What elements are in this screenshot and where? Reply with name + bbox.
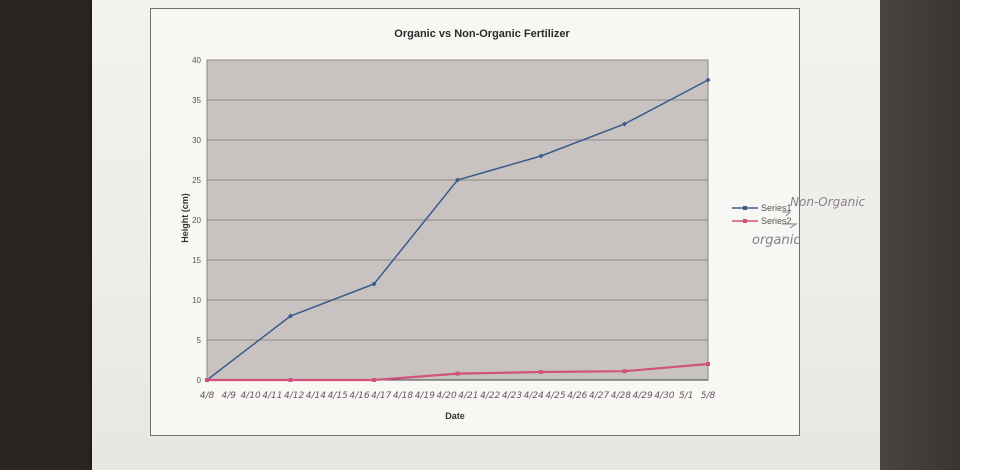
- margin-strip: [960, 0, 984, 470]
- x-tick-label: 4/12: [284, 391, 304, 401]
- x-tick-label: 4/25: [545, 391, 565, 401]
- x-tick-label: 4/11: [262, 391, 282, 401]
- handwritten-arrow: [782, 211, 792, 217]
- y-tick-label: 40: [192, 56, 201, 65]
- data-point: [622, 121, 627, 127]
- x-tick-label: 4/9: [222, 391, 237, 401]
- x-tick-label: 4/27: [589, 391, 609, 401]
- x-tick-label: 4/17: [371, 391, 391, 401]
- x-tick-label: 4/23: [502, 391, 522, 401]
- y-tick-label: 30: [192, 136, 201, 145]
- x-tick-label: 5/8: [701, 391, 716, 401]
- y-tick-label: 15: [192, 256, 201, 265]
- data-point: [288, 378, 293, 382]
- x-tick-label: 4/18: [393, 391, 413, 401]
- x-tick-label: 4/22: [480, 391, 500, 401]
- x-tick-label: 4/26: [567, 391, 587, 401]
- x-axis-label: Date: [445, 411, 465, 421]
- data-point: [455, 371, 460, 376]
- legend-marker: [743, 219, 747, 223]
- legend-label: Series1: [761, 203, 792, 213]
- x-tick-label: 4/10: [240, 391, 260, 401]
- legend-marker: [743, 206, 747, 210]
- handwritten-legend-note: Non-Organic: [790, 195, 866, 209]
- y-tick-label: 20: [192, 216, 201, 225]
- y-tick-label: 0: [197, 376, 202, 385]
- handwritten-arrow: [782, 223, 798, 229]
- data-point: [455, 177, 460, 183]
- data-point: [371, 281, 377, 287]
- x-tick-label: 4/19: [415, 391, 435, 401]
- data-point: [705, 77, 711, 83]
- x-tick-label: 5/1: [679, 391, 693, 401]
- y-axis-label: Height (cm): [180, 193, 190, 243]
- y-tick-label: 35: [192, 96, 201, 105]
- x-tick-label: 4/28: [611, 391, 631, 401]
- data-point: [622, 369, 627, 374]
- x-tick-label: 4/24: [524, 391, 544, 401]
- y-tick-label: 5: [197, 336, 202, 345]
- legend-label: Series2: [761, 216, 792, 226]
- handwritten-legend-note: organic: [752, 233, 801, 248]
- x-tick-label: 4/16: [349, 391, 369, 401]
- y-tick-label: 10: [192, 296, 201, 305]
- x-tick-label: 4/29: [633, 391, 653, 401]
- data-point: [706, 362, 710, 366]
- data-point: [539, 370, 543, 374]
- x-tick-label: 4/8: [200, 391, 215, 401]
- x-tick-label: 4/30: [654, 391, 674, 401]
- data-point: [288, 313, 293, 319]
- y-tick-label: 25: [192, 176, 201, 185]
- desk-shadow: [880, 0, 960, 470]
- x-tick-label: 4/14: [306, 391, 326, 401]
- x-tick-label: 4/15: [328, 391, 348, 401]
- data-point: [205, 378, 209, 382]
- x-tick-label: 4/21: [458, 391, 478, 401]
- x-tick-label: 4/20: [436, 391, 456, 401]
- data-point: [372, 378, 376, 382]
- data-point: [538, 153, 544, 159]
- chart-title: Organic vs Non-Organic Fertilizer: [394, 28, 570, 40]
